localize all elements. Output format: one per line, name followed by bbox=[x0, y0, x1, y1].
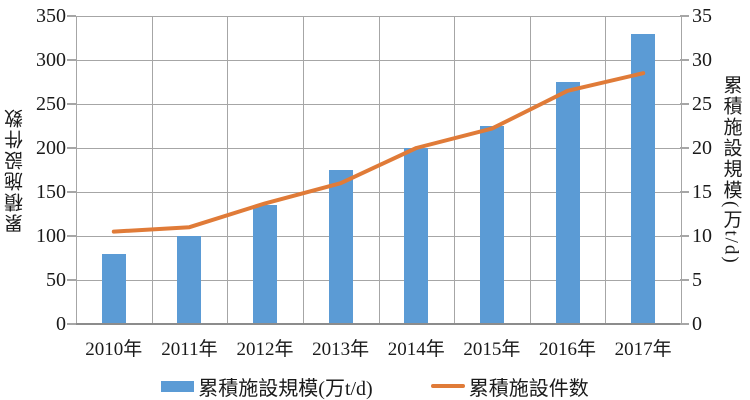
right-axis-tick bbox=[680, 59, 689, 61]
bar-series-swatch bbox=[161, 380, 195, 392]
v-gridline bbox=[227, 16, 229, 324]
line-series-swatch bbox=[430, 384, 465, 388]
left-axis-title: 累積施設件数 bbox=[4, 107, 26, 233]
right-axis-title: 累積施設規模(万t/d) bbox=[720, 75, 742, 265]
v-gridline bbox=[605, 16, 607, 324]
right-axis-tick bbox=[680, 103, 689, 105]
right-axis-tick bbox=[680, 147, 689, 149]
left-axis-tick-label: 350 bbox=[36, 5, 66, 27]
bar-2010年 bbox=[102, 254, 126, 324]
left-axis-tick bbox=[67, 279, 76, 281]
left-axis-tick-label: 300 bbox=[36, 49, 66, 71]
right-axis-tick-label: 20 bbox=[692, 137, 712, 159]
bar-2014年 bbox=[404, 148, 428, 324]
v-gridline bbox=[378, 16, 380, 324]
left-axis-tick bbox=[67, 191, 76, 193]
left-axis-tick-label: 200 bbox=[36, 137, 66, 159]
x-tick-label: 2015年 bbox=[463, 339, 521, 360]
left-axis-tick bbox=[67, 15, 76, 17]
right-axis-tick-label: 5 bbox=[692, 269, 702, 291]
v-gridline bbox=[302, 16, 304, 324]
v-gridline bbox=[454, 16, 456, 324]
left-axis-tick bbox=[67, 103, 76, 105]
right-axis-title-wrap: 累積施設規模(万t/d) bbox=[714, 16, 748, 324]
v-gridline bbox=[681, 16, 682, 324]
x-tick-label: 2016年 bbox=[539, 339, 597, 360]
legend-item-line: 累積施設件数 bbox=[430, 372, 589, 400]
v-gridline bbox=[529, 16, 531, 324]
v-gridline bbox=[76, 16, 77, 324]
bar-2013年 bbox=[329, 170, 353, 324]
plot-area bbox=[76, 16, 682, 325]
legend-label-line: 累積施設件数 bbox=[468, 377, 589, 400]
left-axis-tick-label: 250 bbox=[36, 93, 66, 115]
bar-2012年 bbox=[253, 205, 277, 324]
right-axis-tick bbox=[680, 323, 689, 325]
x-tick-label: 2017年 bbox=[614, 339, 672, 360]
left-axis-tick-label: 50 bbox=[46, 269, 66, 291]
right-axis-tick-label: 30 bbox=[692, 49, 712, 71]
right-axis-tick-label: 15 bbox=[692, 181, 712, 203]
left-axis-tick-label: 150 bbox=[36, 181, 66, 203]
right-axis-tick-label: 25 bbox=[692, 93, 712, 115]
right-axis-tick-label: 35 bbox=[692, 5, 712, 27]
x-tick-label: 2010年 bbox=[85, 339, 143, 360]
line-series bbox=[111, 71, 646, 234]
x-tick-label: 2011年 bbox=[161, 339, 218, 360]
left-axis-tick bbox=[67, 147, 76, 149]
line-series-path bbox=[111, 71, 646, 234]
x-tick-label: 2014年 bbox=[387, 339, 445, 360]
right-axis-tick-label: 0 bbox=[692, 313, 702, 335]
right-axis-tick bbox=[680, 235, 689, 237]
bar-2011年 bbox=[177, 236, 201, 324]
right-axis-tick bbox=[680, 15, 689, 17]
x-tick-label: 2012年 bbox=[236, 339, 294, 360]
right-axis-tick-label: 10 bbox=[692, 225, 712, 247]
right-axis-tick bbox=[680, 191, 689, 193]
legend-item-bar: 累積施設規模(万t/d) bbox=[161, 372, 373, 400]
right-axis-tick bbox=[680, 279, 689, 281]
left-axis-tick bbox=[67, 323, 76, 325]
bar-2016年 bbox=[556, 82, 580, 324]
left-axis-tick bbox=[67, 59, 76, 61]
bar-2015年 bbox=[480, 126, 504, 324]
x-axis-line bbox=[76, 323, 681, 325]
v-gridline bbox=[151, 16, 153, 324]
legend-label-bar: 累積施設規模(万t/d) bbox=[198, 377, 373, 400]
left-axis-tick-label: 0 bbox=[56, 313, 66, 335]
bar-2017年 bbox=[631, 34, 655, 324]
x-tick-label: 2013年 bbox=[312, 339, 370, 360]
left-axis-tick bbox=[67, 235, 76, 237]
legend: 累積施設規模(万t/d) 累積施設件数 bbox=[0, 372, 750, 400]
left-axis-tick-label: 100 bbox=[36, 225, 66, 247]
